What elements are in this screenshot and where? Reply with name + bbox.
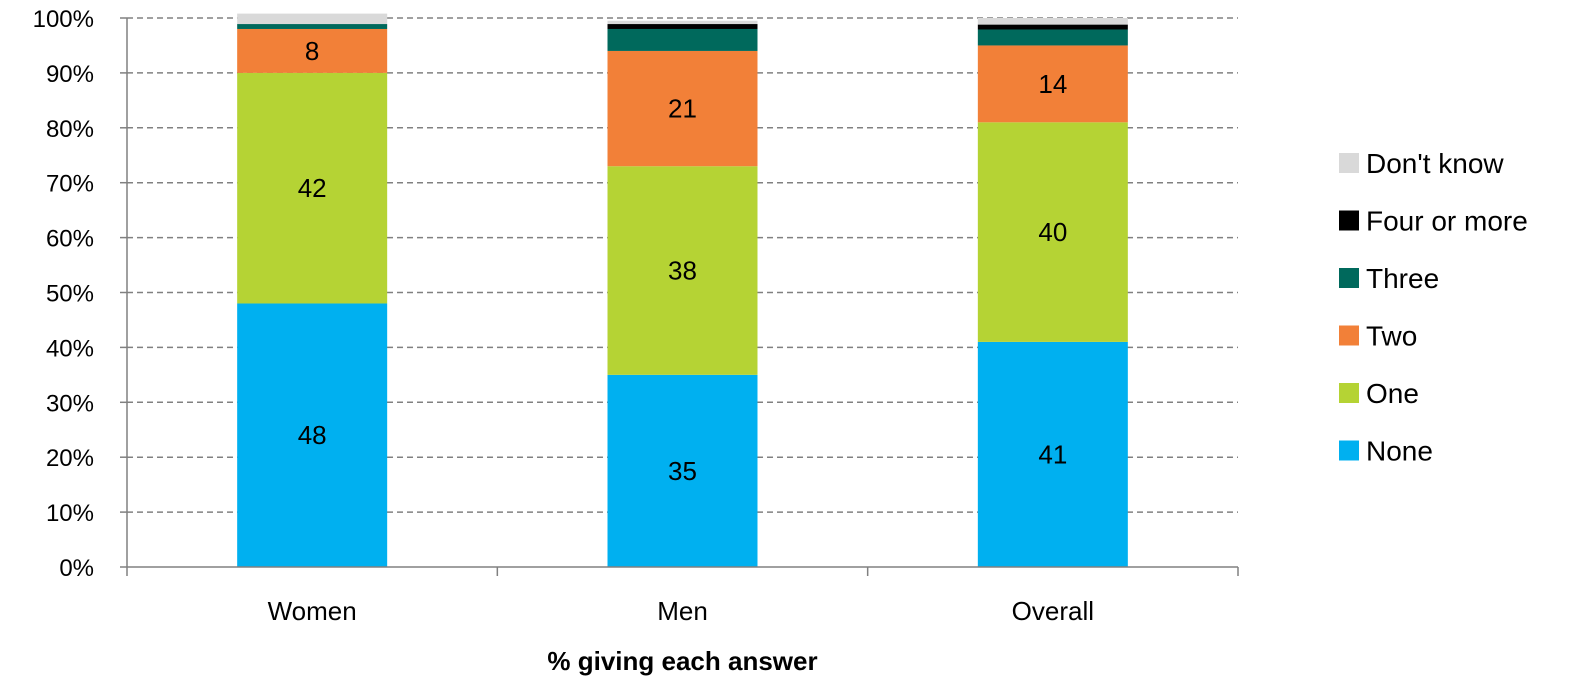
- bar-segment: [977, 45, 1128, 123]
- bar-segment: [237, 303, 388, 567]
- data-label: 42: [298, 173, 327, 203]
- legend-swatch: [1339, 153, 1359, 173]
- bar-segment: [607, 166, 758, 375]
- y-tick-labels: 0% 10% 20% 30% 40% 50% 60% 70% 80% 90% 100%: [33, 6, 94, 582]
- legend-label: Two: [1366, 321, 1417, 352]
- legend-swatch: [1339, 440, 1359, 461]
- bar-segment: [237, 72, 388, 304]
- data-label: 48: [298, 420, 327, 450]
- y-tick-label: 40%: [46, 335, 94, 362]
- bars: [237, 13, 1128, 567]
- bar-segment: [977, 24, 1128, 30]
- y-tick-label: 80%: [46, 116, 94, 143]
- y-tick-label: 60%: [46, 226, 94, 253]
- data-label: 41: [1038, 439, 1067, 469]
- data-label: 8: [305, 36, 319, 66]
- legend-label: Three: [1366, 263, 1439, 294]
- bar-segment: [977, 29, 1128, 46]
- y-tick-label: 90%: [46, 61, 94, 88]
- data-labels: 48 42 8 35 38 21 41 40 14: [298, 36, 1068, 486]
- bar-segment: [977, 341, 1128, 567]
- bar-segment: [237, 13, 388, 25]
- x-category-label: Men: [657, 596, 708, 626]
- legend-label: One: [1366, 378, 1419, 409]
- data-label: 40: [1038, 217, 1067, 247]
- y-tick-label: 20%: [46, 445, 94, 472]
- data-label: 21: [668, 94, 697, 124]
- bar-segment: [607, 20, 758, 25]
- y-tick-label: 50%: [46, 281, 94, 308]
- data-label: 14: [1038, 69, 1067, 99]
- y-tick-label: 0%: [59, 555, 94, 582]
- legend-label: None: [1366, 436, 1433, 467]
- data-label: 35: [668, 456, 697, 486]
- y-tick-label: 70%: [46, 171, 94, 198]
- bar-segment: [607, 28, 758, 51]
- bar-segment: [237, 24, 388, 29]
- bar-segment: [607, 24, 758, 29]
- legend-label: Don't know: [1366, 148, 1504, 179]
- bar-segment: [977, 122, 1128, 342]
- legend-swatch: [1339, 383, 1359, 403]
- axes: [126, 18, 1239, 576]
- legend-label: Four or more: [1366, 206, 1528, 237]
- x-axis-title: % giving each answer: [547, 646, 817, 676]
- legend-swatch: [1339, 210, 1359, 231]
- bar-segment: [607, 374, 758, 567]
- x-category-labels: Women Men Overall: [268, 596, 1094, 626]
- bar-segment: [977, 18, 1128, 25]
- bar-segment: [607, 50, 758, 167]
- y-tick-label: 30%: [46, 390, 94, 417]
- x-category-label: Overall: [1012, 596, 1094, 626]
- data-label: 38: [668, 256, 697, 286]
- bar-segment: [237, 28, 388, 73]
- x-category-label: Women: [268, 596, 357, 626]
- y-tick-label: 100%: [33, 6, 94, 33]
- y-tick-label: 10%: [46, 500, 94, 527]
- legend-swatch: [1339, 268, 1359, 288]
- legend: Don't know Four or more Three Two One None: [1339, 148, 1528, 467]
- legend-swatch: [1339, 325, 1359, 346]
